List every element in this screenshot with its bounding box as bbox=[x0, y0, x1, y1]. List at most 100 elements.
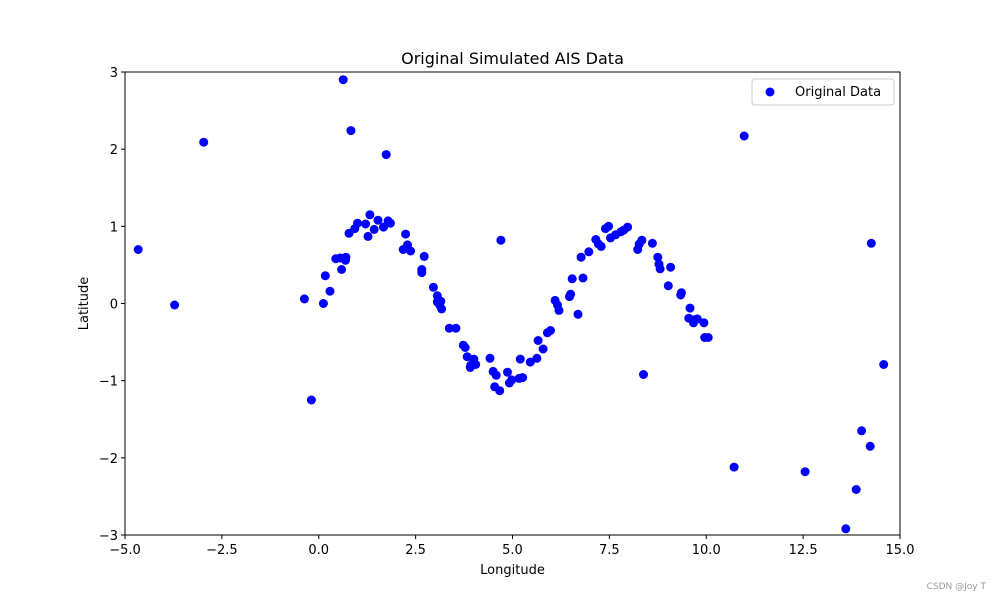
data-point bbox=[436, 296, 446, 306]
data-point bbox=[851, 485, 861, 494]
legend: Original Data bbox=[751, 78, 895, 106]
data-point bbox=[199, 137, 209, 147]
y-tick-label: −1 bbox=[99, 375, 118, 390]
data-point bbox=[406, 246, 416, 256]
data-point bbox=[401, 229, 411, 239]
data-point bbox=[566, 289, 576, 299]
data-point bbox=[554, 305, 564, 315]
x-tick-label: 5.0 bbox=[502, 543, 523, 558]
data-point bbox=[373, 215, 383, 225]
data-point bbox=[379, 222, 388, 232]
y-tick-label: 3 bbox=[110, 66, 118, 81]
data-point bbox=[299, 294, 309, 304]
data-point bbox=[604, 221, 614, 231]
y-tick-label: −2 bbox=[99, 452, 118, 467]
y-tick-label: 2 bbox=[110, 143, 118, 158]
data-points bbox=[133, 75, 889, 534]
data-point bbox=[460, 343, 470, 352]
data-point bbox=[518, 373, 528, 383]
data-point bbox=[800, 467, 810, 477]
legend-box bbox=[751, 78, 895, 106]
watermark: CSDN @Joy T bbox=[926, 582, 986, 592]
x-tick-label: 0.0 bbox=[308, 543, 329, 558]
data-point bbox=[437, 304, 447, 314]
data-point bbox=[338, 75, 348, 85]
data-point bbox=[170, 300, 180, 310]
data-point bbox=[865, 441, 875, 451]
data-point bbox=[495, 386, 505, 396]
data-point bbox=[573, 309, 583, 319]
data-point bbox=[639, 370, 648, 379]
data-point bbox=[857, 426, 867, 436]
data-point bbox=[361, 219, 371, 229]
data-point bbox=[879, 360, 889, 369]
data-point bbox=[306, 395, 316, 405]
data-point bbox=[346, 126, 356, 136]
chart-title: Original Simulated AIS Data bbox=[401, 49, 624, 68]
data-point bbox=[663, 281, 673, 291]
legend-label: Original Data bbox=[795, 85, 881, 100]
data-point bbox=[363, 231, 373, 241]
data-point bbox=[584, 247, 594, 257]
data-point bbox=[576, 252, 586, 262]
data-point bbox=[507, 375, 517, 385]
data-point bbox=[699, 318, 709, 328]
data-point bbox=[596, 241, 606, 251]
data-point bbox=[666, 262, 676, 272]
data-point bbox=[703, 333, 713, 342]
data-point bbox=[365, 210, 375, 220]
x-axis-title: Longitude bbox=[480, 563, 545, 578]
data-point bbox=[533, 336, 543, 345]
data-point bbox=[419, 251, 429, 261]
data-point bbox=[538, 344, 548, 354]
x-tick-label: 15.0 bbox=[886, 543, 915, 558]
data-point bbox=[841, 524, 851, 534]
data-point bbox=[444, 323, 454, 333]
y-axis: −3 −2 −1 0 1 2 3 bbox=[99, 66, 125, 544]
data-point bbox=[578, 273, 588, 283]
data-point bbox=[428, 282, 438, 292]
data-point bbox=[133, 245, 143, 254]
data-point bbox=[655, 264, 665, 274]
x-tick-label: 10.0 bbox=[692, 543, 721, 558]
data-point bbox=[503, 367, 512, 377]
data-point bbox=[647, 238, 657, 248]
data-point bbox=[451, 323, 461, 333]
y-tick-label: −3 bbox=[99, 529, 118, 544]
data-point bbox=[685, 303, 695, 313]
data-point bbox=[381, 150, 391, 160]
data-point bbox=[337, 265, 347, 274]
data-point bbox=[676, 288, 686, 298]
data-point bbox=[729, 462, 739, 472]
data-point bbox=[491, 370, 501, 380]
data-point bbox=[739, 131, 749, 141]
data-point bbox=[623, 222, 633, 232]
data-point bbox=[369, 224, 379, 234]
data-point bbox=[353, 218, 362, 228]
data-point bbox=[546, 326, 555, 335]
data-point bbox=[515, 354, 525, 364]
data-point bbox=[525, 357, 535, 367]
data-point bbox=[485, 353, 495, 363]
data-point bbox=[866, 238, 876, 248]
y-tick-label: 0 bbox=[110, 298, 118, 313]
y-axis-title: Latitude bbox=[77, 277, 92, 331]
data-point bbox=[385, 218, 395, 228]
data-point bbox=[325, 286, 335, 296]
data-point bbox=[318, 299, 328, 308]
data-point bbox=[417, 268, 427, 278]
y-tick-label: 1 bbox=[110, 220, 118, 235]
data-point bbox=[496, 235, 506, 245]
data-point bbox=[637, 235, 647, 245]
data-point bbox=[567, 274, 577, 284]
x-tick-label: 2.5 bbox=[405, 543, 426, 558]
legend-marker bbox=[765, 87, 775, 97]
x-tick-label: 12.5 bbox=[789, 543, 818, 558]
data-point bbox=[532, 353, 542, 363]
x-axis: −5.0 −2.5 0.0 2.5 5.0 7.5 10.0 12.5 15.0 bbox=[109, 535, 914, 558]
x-tick-label: 7.5 bbox=[599, 543, 620, 558]
data-point bbox=[653, 252, 663, 262]
x-tick-label: −2.5 bbox=[206, 543, 238, 558]
data-point bbox=[692, 314, 702, 324]
